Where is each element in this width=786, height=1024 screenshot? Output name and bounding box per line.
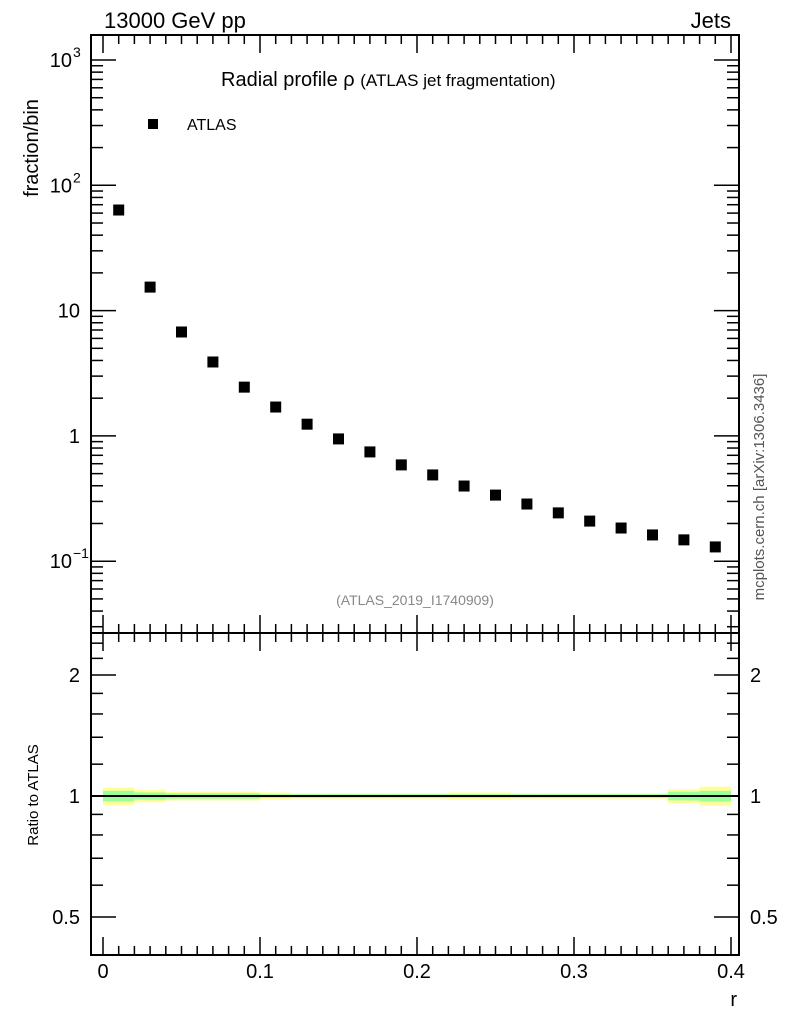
- y-tick-exponent: −1: [73, 545, 89, 561]
- y-tick-label: 10: [58, 301, 80, 323]
- ratio-y-tick-label-right: 1: [750, 786, 761, 808]
- data-point: [238, 381, 250, 393]
- analysis-id: (ATLAS_2019_I1740909): [336, 592, 494, 608]
- data-point: [427, 469, 439, 481]
- ratio-frame: [90, 632, 740, 956]
- x-axis-label: r: [730, 989, 737, 1011]
- data-point: [521, 498, 533, 510]
- ratio-y-axis-label: Ratio to ATLAS: [25, 744, 42, 845]
- y-tick-label: 10: [50, 50, 72, 72]
- data-point: [395, 459, 407, 471]
- side-label: mcplots.cern.ch [arXiv:1306.3436]: [751, 374, 768, 601]
- data-point: [490, 489, 501, 501]
- y-tick-exponent: 3: [73, 44, 81, 60]
- y-axis-label: fraction/bin: [21, 99, 43, 197]
- ratio-y-tick-label: 2: [69, 665, 80, 687]
- ratio-y-tick-label-right: 0.5: [750, 907, 778, 929]
- y-tick-label: 10: [50, 175, 72, 197]
- x-tick-label: 0.2: [403, 961, 431, 983]
- data-point: [270, 401, 282, 413]
- x-tick-label: 0: [97, 961, 108, 983]
- ratio-y-tick-label: 1: [69, 786, 80, 808]
- y-tick-label: 1: [69, 426, 80, 448]
- legend-marker-square: [148, 119, 158, 129]
- data-point: [176, 326, 187, 338]
- chart-title: Radial profile ρ (ATLAS jet fragmentatio…: [221, 69, 556, 91]
- data-point: [678, 534, 690, 546]
- header-left: 13000 GeV pp: [104, 8, 246, 33]
- data-point: [615, 522, 627, 534]
- legend-label: ATLAS: [187, 117, 237, 134]
- data-point: [113, 204, 125, 216]
- data-point: [333, 433, 344, 445]
- data-point: [458, 480, 470, 492]
- data-point: [144, 281, 156, 293]
- y-tick-label: 10: [50, 551, 72, 573]
- data-point: [301, 418, 313, 430]
- ratio-y-tick-label-right: 2: [750, 665, 761, 687]
- data-point: [552, 507, 564, 519]
- data-point: [584, 515, 596, 527]
- x-tick-label: 0.1: [246, 961, 274, 983]
- data-points: [113, 204, 721, 553]
- data-point: [207, 356, 219, 368]
- data-point: [364, 446, 376, 458]
- data-point: [709, 541, 721, 553]
- axis-ticks: [91, 35, 739, 955]
- ratio-y-tick-label: 0.5: [52, 907, 80, 929]
- x-tick-label: 0.3: [560, 961, 588, 983]
- data-point: [647, 529, 658, 541]
- y-tick-exponent: 2: [73, 169, 81, 185]
- header-right: Jets: [691, 8, 731, 33]
- x-tick-label: 0.4: [717, 961, 745, 983]
